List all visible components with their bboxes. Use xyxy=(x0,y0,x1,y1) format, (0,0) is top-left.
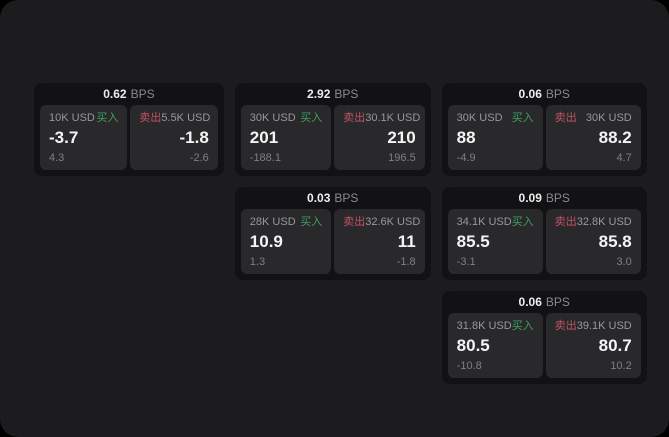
bps-header: 0.62 BPS xyxy=(40,83,218,105)
buy-side-label: 买入 xyxy=(96,112,119,124)
sell-amount: 32.6K USD xyxy=(365,216,421,228)
sell-panel[interactable]: 卖出 32.6K USD 11 -1.8 xyxy=(334,209,425,274)
buy-price: 10.9 xyxy=(249,231,283,251)
bps-unit-label: BPS xyxy=(545,87,570,101)
sell-price: 85.8 xyxy=(598,231,632,251)
buy-panel[interactable]: 28K USD 买入 10.9 1.3 xyxy=(240,209,332,274)
buy-price: 80.5 xyxy=(456,335,490,355)
bps-unit-label: BPS xyxy=(130,87,155,101)
sell-price: -1.8 xyxy=(179,127,209,147)
buy-amount: 30K USD xyxy=(456,112,503,124)
buy-sub-value: -10.8 xyxy=(456,359,482,372)
bps-value: 0.06 xyxy=(518,87,542,101)
sell-panel[interactable]: 卖出 30K USD 88.2 4.7 xyxy=(545,105,641,170)
buy-side-label: 买入 xyxy=(300,216,323,228)
buy-side-label: 买入 xyxy=(511,112,534,124)
sell-side-label: 卖出 xyxy=(343,112,366,124)
quote-card-5: 0.09 BPS 34.1K USD 买入 85.5 -3.1 卖出 32.8K… xyxy=(441,187,647,280)
buy-amount: 34.1K USD xyxy=(456,216,512,228)
buy-sell-panels: 34.1K USD 买入 85.5 -3.1 卖出 32.8K USD 85.8… xyxy=(447,209,641,274)
buy-amount: 31.8K USD xyxy=(456,320,512,332)
sell-panel[interactable]: 卖出 39.1K USD 80.7 10.2 xyxy=(545,313,641,378)
buy-sell-panels: 30K USD 买入 88 -4.9 卖出 30K USD 88.2 4.7 xyxy=(447,105,641,170)
sell-amount: 39.1K USD xyxy=(576,320,632,332)
buy-sell-panels: 31.8K USD 买入 80.5 -10.8 卖出 39.1K USD 80.… xyxy=(447,313,641,378)
buy-sub-value: 1.3 xyxy=(249,255,266,268)
bps-value: 0.09 xyxy=(518,191,542,205)
buy-price: 88 xyxy=(456,127,476,147)
buy-price: -3.7 xyxy=(49,127,79,147)
sell-panel[interactable]: 卖出 32.8K USD 85.8 3.0 xyxy=(545,209,641,274)
bps-value: 0.06 xyxy=(518,295,542,309)
buy-side-label: 买入 xyxy=(511,320,534,332)
sell-sub-value: 196.5 xyxy=(388,151,416,164)
quote-card-1: 0.62 BPS 10K USD 买入 -3.7 4.3 卖出 5.5K USD xyxy=(34,83,224,176)
sell-panel[interactable]: 卖出 5.5K USD -1.8 -2.6 xyxy=(130,105,218,170)
quote-card-6: 0.06 BPS 31.8K USD 买入 80.5 -10.8 卖出 39.1… xyxy=(441,291,647,384)
sell-price: 80.7 xyxy=(598,335,632,355)
sell-side-label: 卖出 xyxy=(554,320,577,332)
bps-value: 0.03 xyxy=(307,191,331,205)
quote-card-3: 0.06 BPS 30K USD 买入 88 -4.9 卖出 30K USD xyxy=(441,83,647,176)
buy-side-label: 买入 xyxy=(511,216,534,228)
sell-price: 88.2 xyxy=(598,127,632,147)
sell-sub-value: -2.6 xyxy=(189,151,209,164)
buy-panel[interactable]: 10K USD 买入 -3.7 4.3 xyxy=(40,105,128,170)
buy-amount: 30K USD xyxy=(249,112,296,124)
buy-price: 85.5 xyxy=(456,231,490,251)
bps-unit-label: BPS xyxy=(545,295,570,309)
sell-sub-value: 10.2 xyxy=(610,359,632,372)
bps-value: 0.62 xyxy=(103,87,127,101)
buy-side-label: 买入 xyxy=(300,112,323,124)
bps-unit-label: BPS xyxy=(545,191,570,205)
buy-sell-panels: 28K USD 买入 10.9 1.3 卖出 32.6K USD 11 -1.8 xyxy=(240,209,425,274)
buy-price: 201 xyxy=(249,127,279,147)
sell-price: 11 xyxy=(397,231,416,251)
bps-unit-label: BPS xyxy=(334,87,359,101)
sell-amount: 32.8K USD xyxy=(576,216,632,228)
quote-card-grid: 0.62 BPS 10K USD 买入 -3.7 4.3 卖出 5.5K USD xyxy=(34,83,647,384)
sell-price: 210 xyxy=(387,127,416,147)
sell-side-label: 卖出 xyxy=(554,216,577,228)
buy-sub-value: -4.9 xyxy=(456,151,476,164)
sell-sub-value: 4.7 xyxy=(616,151,632,164)
sell-side-label: 卖出 xyxy=(554,112,577,124)
bps-header: 0.06 BPS xyxy=(448,83,641,105)
sell-amount: 30K USD xyxy=(585,112,632,124)
buy-panel[interactable]: 31.8K USD 买入 80.5 -10.8 xyxy=(447,313,543,378)
buy-sub-value: 4.3 xyxy=(49,151,65,164)
bps-header: 0.06 BPS xyxy=(448,291,641,313)
buy-panel[interactable]: 30K USD 买入 88 -4.9 xyxy=(447,105,543,170)
buy-sell-panels: 10K USD 买入 -3.7 4.3 卖出 5.5K USD -1.8 -2.… xyxy=(40,105,218,170)
sell-amount: 5.5K USD xyxy=(161,112,211,124)
bps-unit-label: BPS xyxy=(334,191,359,205)
sell-sub-value: 3.0 xyxy=(616,255,632,268)
buy-amount: 28K USD xyxy=(249,216,296,228)
quote-card-2: 2.92 BPS 30K USD 买入 201 -188.1 卖出 30.1K … xyxy=(234,83,431,176)
bps-header: 2.92 BPS xyxy=(241,83,425,105)
bps-header: 0.03 BPS xyxy=(241,187,425,209)
bps-value: 2.92 xyxy=(307,87,331,101)
buy-sub-value: -3.1 xyxy=(456,255,476,268)
sell-side-label: 卖出 xyxy=(343,216,366,228)
quote-card-4: 0.03 BPS 28K USD 买入 10.9 1.3 卖出 32.6K US… xyxy=(234,187,431,280)
sell-panel[interactable]: 卖出 30.1K USD 210 196.5 xyxy=(334,105,425,170)
buy-amount: 10K USD xyxy=(49,112,95,124)
sell-sub-value: -1.8 xyxy=(396,255,416,268)
buy-sub-value: -188.1 xyxy=(249,151,281,164)
buy-panel[interactable]: 34.1K USD 买入 85.5 -3.1 xyxy=(447,209,543,274)
sell-amount: 30.1K USD xyxy=(365,112,421,124)
sell-side-label: 卖出 xyxy=(139,112,162,124)
bps-header: 0.09 BPS xyxy=(448,187,641,209)
buy-sell-panels: 30K USD 买入 201 -188.1 卖出 30.1K USD 210 1… xyxy=(240,105,425,170)
buy-panel[interactable]: 30K USD 买入 201 -188.1 xyxy=(240,105,332,170)
